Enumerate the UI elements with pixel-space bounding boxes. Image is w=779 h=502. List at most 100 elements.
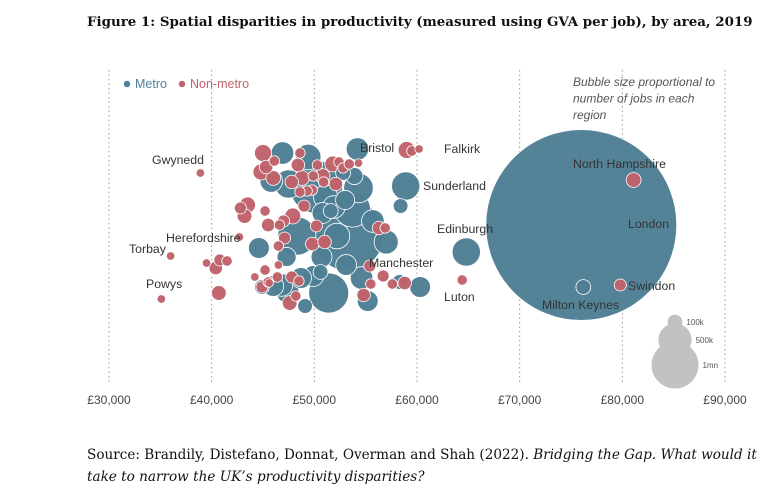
metro-bubble	[451, 237, 481, 267]
nonmetro-bubble	[294, 186, 306, 198]
nonmetro-bubble	[305, 236, 320, 252]
metro-bubble	[335, 254, 358, 276]
x-tick-labels: £30,000 £40,000 £50,000 £60,000 £70,000 £80,0…	[87, 393, 747, 407]
nonmetro-bubble	[268, 155, 280, 167]
point-label: Bristol	[360, 141, 394, 155]
nonmetro-bubble	[386, 278, 398, 290]
nonmetro-bubble	[271, 271, 284, 283]
nonmetro-bubble	[259, 205, 271, 217]
source-title: Bridging the Gap. What would it take to …	[87, 447, 757, 485]
nonmetro-bubble	[259, 264, 271, 276]
nonmetro-bubble	[211, 285, 227, 301]
nonmetro-bubble	[297, 199, 311, 213]
nonmetro-bubble	[254, 144, 272, 162]
point-label: Swindon	[628, 279, 675, 293]
nonmetro-bubble	[233, 201, 247, 215]
nonmetro-bubble	[311, 159, 324, 171]
x-tick-label: £70,000	[498, 393, 542, 407]
nonmetro-bubble	[250, 272, 260, 282]
nonmetro-bubble	[414, 144, 424, 154]
point-label: North Hampshire	[573, 157, 666, 171]
legend: Metro Non-metro	[123, 77, 249, 91]
x-tick-label: £90,000	[703, 393, 747, 407]
legend-nonmetro-label: Non-metro	[190, 77, 249, 91]
nonmetro-bubble	[365, 278, 377, 290]
x-tick-label: £60,000	[395, 393, 439, 407]
point-label: Manchester	[369, 256, 433, 270]
metro-bubble	[297, 298, 313, 314]
metro-bubble	[409, 276, 431, 298]
point-labels: London Manchester Sunderland Edinburgh Milto…	[129, 141, 675, 312]
point-label: Herefordshire	[166, 231, 241, 245]
figure-title: Figure 1: Spatial disparities in product…	[87, 14, 753, 30]
nonmetro-bubble	[317, 234, 332, 250]
point-label: London	[628, 217, 669, 231]
legend-metro-dot	[123, 80, 131, 88]
nonmetro-bubble	[356, 287, 371, 303]
metro-bubble	[575, 279, 592, 295]
nonmetro-bubble	[293, 275, 305, 287]
nonmetro-bubble	[294, 147, 306, 159]
x-tick-label: £40,000	[190, 393, 234, 407]
nonmetro-bubble	[234, 232, 245, 242]
nonmetro-bubble	[379, 222, 391, 234]
nonmetro-bubble	[363, 259, 377, 273]
size-legend-label: 1mn	[702, 361, 718, 370]
point-label: Torbay	[129, 242, 167, 256]
metro-bubble	[335, 190, 356, 210]
nonmetro-bubble	[264, 278, 274, 288]
point-label: Powys	[146, 277, 182, 291]
nonmetro-bubble	[343, 158, 355, 170]
nonmetro-bubble	[290, 157, 306, 173]
point-label: Falkirk	[444, 142, 481, 156]
metro-bubble	[391, 171, 421, 201]
nonmetro-bubble	[265, 170, 282, 186]
nonmetro-bubble	[397, 275, 412, 291]
size-legend-label: 500k	[696, 336, 714, 345]
nonmetro-bubble	[195, 168, 206, 178]
size-note: Bubble size proportional to number of jo…	[573, 75, 718, 122]
size-legend-bubble	[651, 341, 699, 389]
point-label: Luton	[444, 290, 475, 304]
point-label: Sunderland	[423, 179, 486, 193]
metro-bubble	[248, 237, 270, 259]
nonmetro-bubble	[317, 176, 330, 188]
point-label: Edinburgh	[437, 222, 493, 236]
nonmetro-bubble	[273, 260, 284, 270]
size-legend-label: 100k	[686, 318, 704, 327]
nonmetro-bubble	[165, 251, 176, 261]
nonmetro-bubble	[625, 172, 642, 188]
source-note: Source: Brandily, Distefano, Donnat, Ove…	[87, 444, 767, 488]
nonmetro-bubble	[273, 219, 286, 231]
metro-bubble	[322, 203, 339, 219]
point-label: Gwynedd	[152, 153, 204, 167]
nonmetro-bubble	[613, 278, 627, 292]
point-label: Milton Keynes	[542, 298, 619, 312]
nonmetro-bubble	[309, 219, 323, 233]
nonmetro-bubble	[221, 255, 233, 267]
nonmetro-bubble	[272, 240, 285, 252]
nonmetro-bubble	[260, 217, 276, 233]
source-prefix: Source: Brandily, Distefano, Donnat, Ove…	[87, 447, 534, 463]
nonmetro-bubble	[328, 176, 344, 192]
bubbles	[156, 129, 678, 321]
legend-metro-label: Metro	[135, 77, 167, 91]
nonmetro-bubble	[201, 258, 212, 268]
nonmetro-bubble	[376, 269, 390, 283]
metro-bubble	[312, 264, 329, 280]
nonmetro-bubble	[156, 294, 167, 304]
nonmetro-bubble	[290, 290, 302, 302]
legend-nonmetro-dot	[178, 80, 186, 88]
nonmetro-bubble	[353, 158, 364, 168]
x-tick-label: £80,000	[601, 393, 645, 407]
metro-bubble	[392, 198, 409, 214]
size-legend: 100k 500k 1mn	[651, 314, 718, 389]
x-tick-label: £50,000	[293, 393, 337, 407]
bubble-chart: £30,000 £40,000 £50,000 £60,000 £70,000 £80,0…	[87, 70, 747, 407]
nonmetro-bubble	[278, 231, 291, 245]
nonmetro-bubble	[307, 170, 319, 182]
x-tick-label: £30,000	[87, 393, 131, 407]
metro-bubble	[276, 247, 297, 267]
nonmetro-bubble	[456, 274, 468, 286]
nonmetro-bubble	[284, 174, 299, 190]
